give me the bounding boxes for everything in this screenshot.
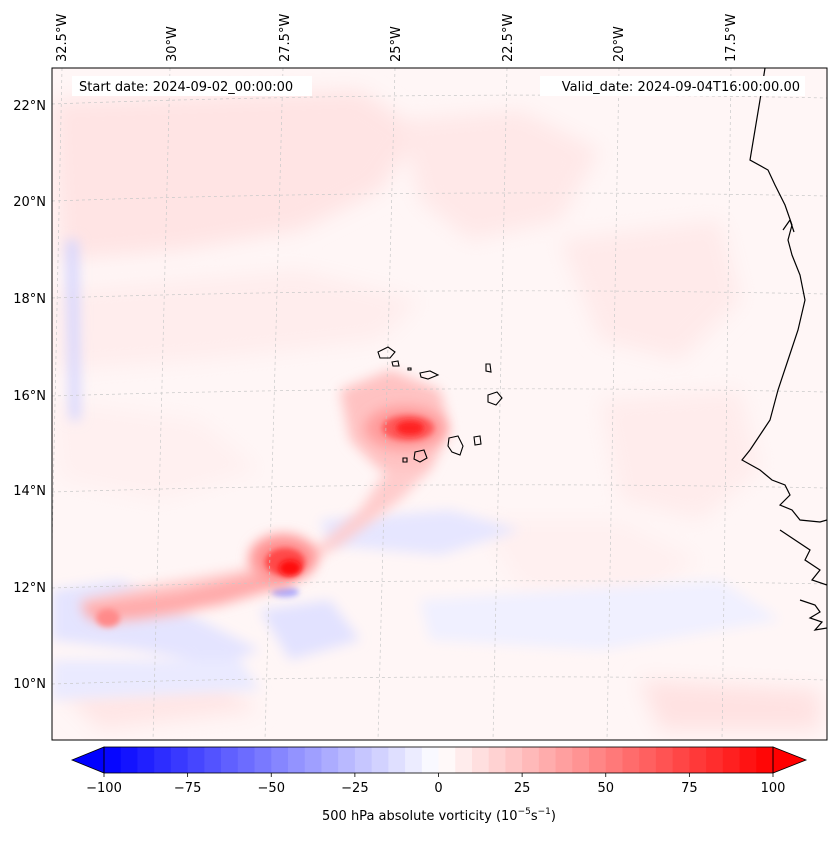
colorbar-cell xyxy=(354,747,373,773)
valid-date-label: Valid_date: 2024-09-04T16:00:00.00 xyxy=(562,80,800,95)
colorbar-tick-label: 50 xyxy=(597,781,614,796)
colorbar-cell xyxy=(254,747,272,773)
colorbar-cell xyxy=(639,747,657,773)
colorbar-tick-label: −50 xyxy=(258,781,285,796)
lat-label-20n: 20°N xyxy=(13,195,46,210)
colorbar-cell xyxy=(572,747,590,773)
colorbar-cell xyxy=(471,747,490,773)
lon-label-20w: 20°W xyxy=(612,26,627,62)
colorbar-cells xyxy=(104,747,774,773)
colorbar-cell xyxy=(706,747,724,773)
colorbar-cell xyxy=(622,747,640,773)
colorbar-cell xyxy=(689,747,707,773)
colorbar-cell xyxy=(555,747,573,773)
vorticity-field xyxy=(52,68,827,740)
colorbar-cell xyxy=(371,747,389,773)
colorbar-cell xyxy=(739,747,757,773)
colorbar-tick-label: 25 xyxy=(514,781,531,796)
lat-label-12n: 12°N xyxy=(13,581,46,596)
lat-label-14n: 14°N xyxy=(13,484,46,499)
longitude-labels: 32.5°W 30°W 27.5°W 25°W 22.5°W 20°W 17.5… xyxy=(55,14,739,62)
colorbar-tick-label: 0 xyxy=(434,781,442,796)
colorbar-cell xyxy=(388,747,406,773)
valid-date-bg xyxy=(540,76,805,96)
colorbar-cell xyxy=(522,747,540,773)
colorbar-cell xyxy=(271,747,289,773)
colorbar-cell xyxy=(170,747,189,773)
colorbar-cell xyxy=(756,747,774,773)
colorbar-cell xyxy=(438,747,456,773)
colorbar-cell xyxy=(505,747,523,773)
colorbar-cell xyxy=(338,747,356,773)
colorbar-min-extension xyxy=(70,746,105,774)
coastline xyxy=(741,68,827,631)
colorbar-max-extension xyxy=(772,746,808,774)
vorticity-core-south xyxy=(249,534,317,582)
negative-vorticity-areas xyxy=(52,240,780,700)
colorbar-cell xyxy=(672,747,690,773)
colorbar-ticks: −100 −75 −50 −25 0 25 50 75 100 xyxy=(86,773,785,796)
lon-label-32.5w: 32.5°W xyxy=(55,14,70,62)
colorbar-cell xyxy=(455,747,473,773)
lat-label-16n: 16°N xyxy=(13,389,46,404)
vorticity-core-cape-verde xyxy=(365,406,445,450)
colorbar: −100 −75 −50 −25 0 25 50 75 100 500 hPa absolute… xyxy=(70,746,808,824)
colorbar-cell xyxy=(104,747,122,773)
lon-label-27.5w: 27.5°W xyxy=(278,14,293,62)
lon-label-30w: 30°W xyxy=(165,26,180,62)
lon-label-17.5w: 17.5°W xyxy=(724,14,739,62)
lat-label-18n: 18°N xyxy=(13,292,46,307)
colorbar-tick-label: −25 xyxy=(341,781,368,796)
colorbar-tick-label: 75 xyxy=(681,781,698,796)
colorbar-tick-label: 100 xyxy=(761,781,786,796)
start-date-label: Start date: 2024-09-02_00:00:00 xyxy=(79,80,293,95)
colorbar-cell xyxy=(187,747,205,773)
colorbar-cell xyxy=(655,747,674,773)
colorbar-tick-label: −75 xyxy=(174,781,201,796)
colorbar-cell xyxy=(304,747,322,773)
colorbar-cell xyxy=(321,747,339,773)
map-frame xyxy=(51,67,828,741)
vorticity-core-west xyxy=(96,609,120,627)
colorbar-cell xyxy=(120,747,138,773)
colorbar-cell xyxy=(421,747,439,773)
colorbar-cell xyxy=(722,747,740,773)
lat-label-10n: 10°N xyxy=(13,677,46,692)
graticule xyxy=(52,68,827,740)
colorbar-cell xyxy=(287,747,306,773)
blue-core xyxy=(271,587,299,597)
colorbar-cell xyxy=(137,747,155,773)
colorbar-cell xyxy=(589,747,607,773)
lat-label-22n: 22°N xyxy=(13,99,46,114)
colorbar-cell xyxy=(538,747,556,773)
colorbar-tick-label: −100 xyxy=(86,781,122,796)
colorbar-cell xyxy=(221,747,239,773)
lon-label-22.5w: 22.5°W xyxy=(501,14,516,62)
lon-label-25w: 25°W xyxy=(389,26,404,62)
latitude-labels: 22°N 20°N 18°N 16°N 14°N 12°N 10°N xyxy=(13,99,46,692)
cape-verde-islands xyxy=(377,346,503,463)
pale-vorticity-areas xyxy=(52,90,820,730)
colorbar-cell xyxy=(204,747,222,773)
start-date-bg xyxy=(72,76,312,96)
colorbar-cell xyxy=(605,747,623,773)
colorbar-cell xyxy=(154,747,172,773)
colorbar-cell xyxy=(237,747,255,773)
colorbar-label: 500 hPa absolute vorticity (10−5s−1) xyxy=(322,807,556,824)
colorbar-cell xyxy=(488,747,506,773)
colorbar-cell xyxy=(405,747,423,773)
